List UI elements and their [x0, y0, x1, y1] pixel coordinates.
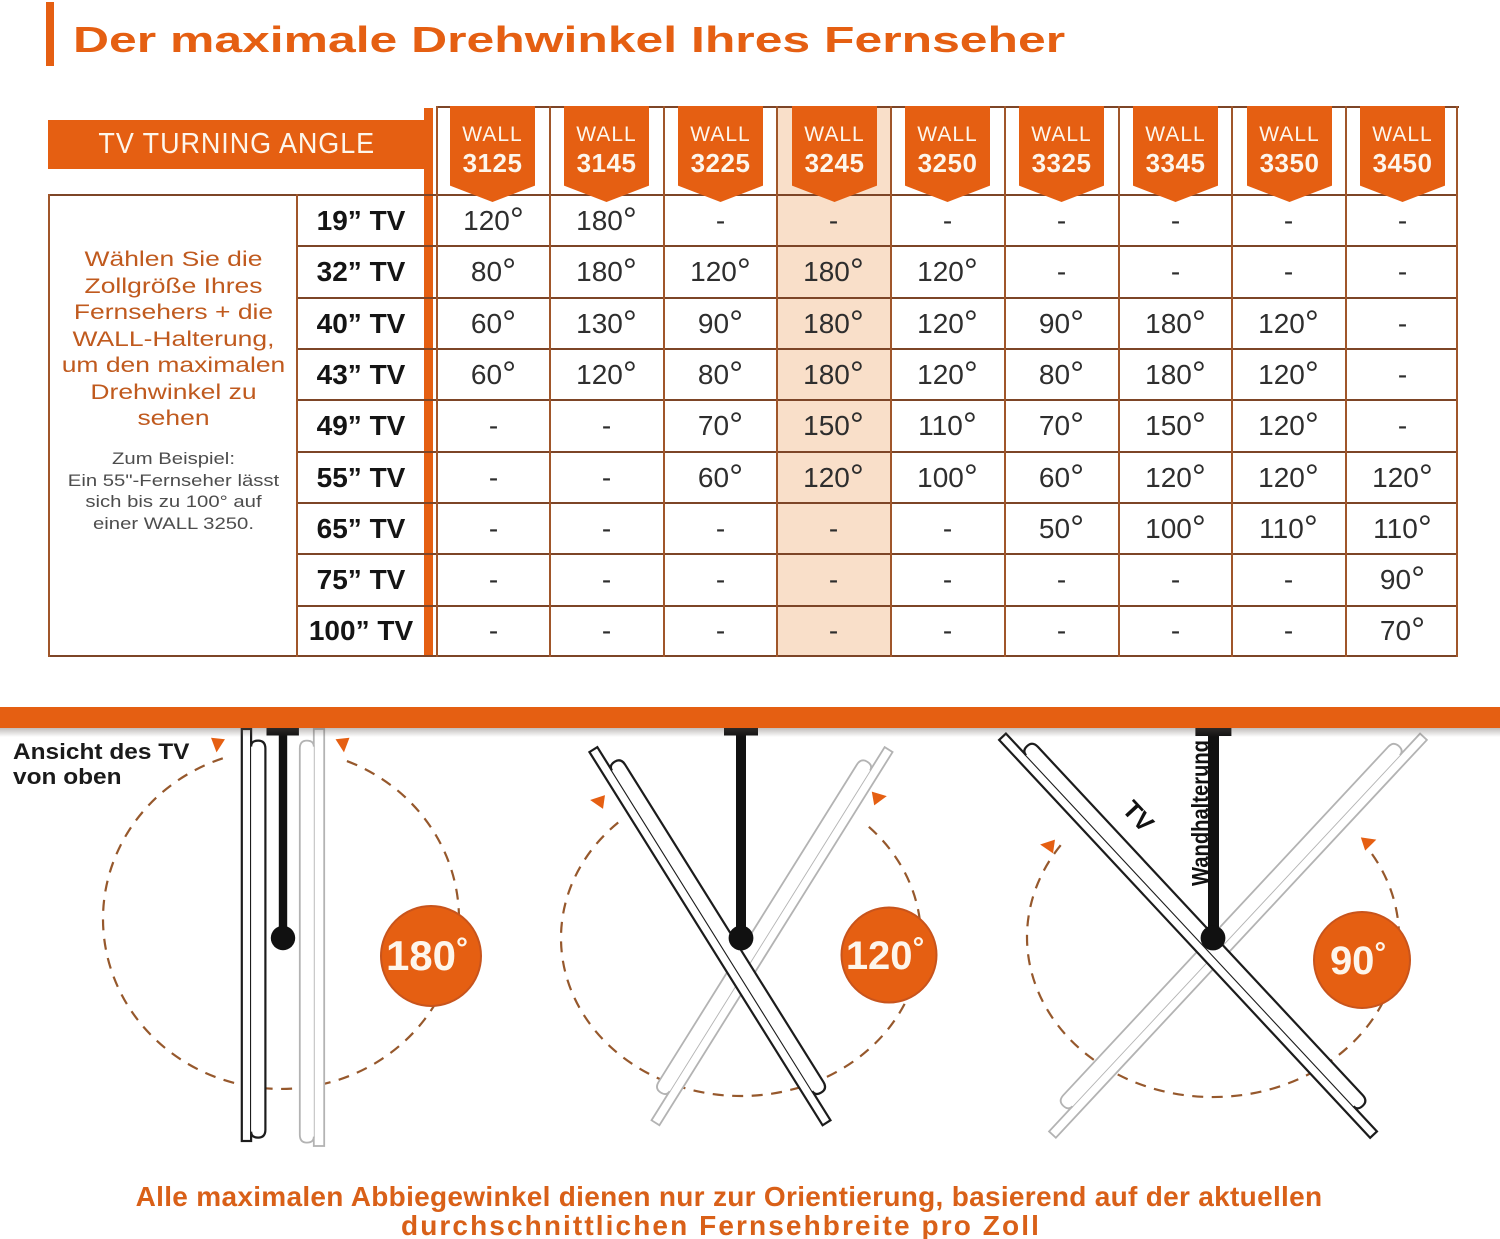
svg-text:180°: 180° — [386, 932, 468, 979]
svg-text:120°: 120° — [846, 932, 924, 978]
svg-text:Wandhalterung: Wandhalterung — [1187, 740, 1213, 886]
svg-text:TV: TV — [1117, 795, 1159, 838]
